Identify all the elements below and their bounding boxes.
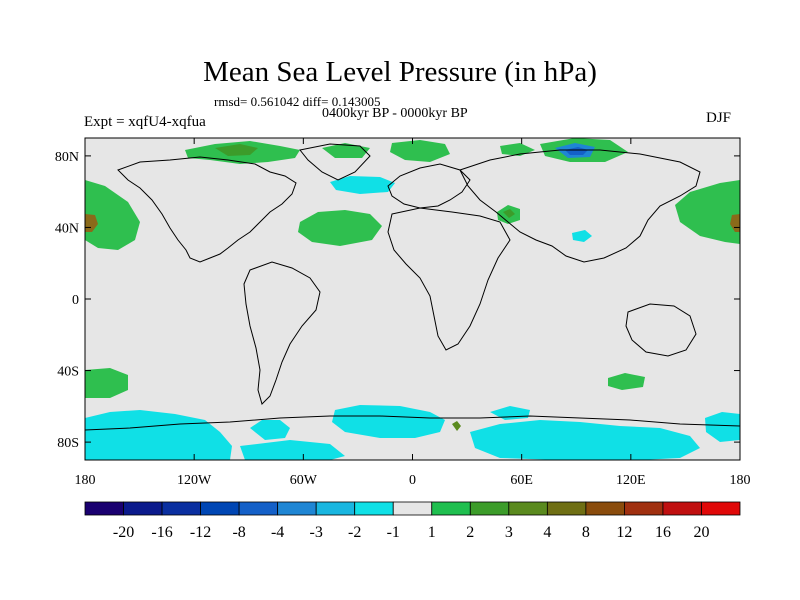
anomaly-positive-south-indian (608, 373, 645, 390)
colorbar-label: -1 (387, 524, 400, 541)
lat-tick-label: 40N (55, 221, 79, 236)
anomaly-negative-southern-ocean-west (85, 410, 232, 460)
anomaly-positive-arctic-darker (215, 144, 258, 156)
map-background-field (85, 138, 740, 460)
colorbar-swatch (277, 501, 317, 516)
coastlines (85, 143, 740, 431)
colorbar-swatch (123, 501, 163, 516)
colorbar-swatch (84, 501, 124, 516)
colorbar-swatch (624, 501, 664, 516)
experiment-label: Expt = xqfU4-xqfua (84, 114, 206, 130)
colorbar-label: -8 (232, 524, 245, 541)
coast-greenland (299, 143, 371, 181)
colorbar-label: 3 (505, 524, 513, 541)
colorbar-label: 8 (582, 524, 590, 541)
coast-australia (625, 303, 697, 357)
anomaly-positive-pacific-east (675, 180, 740, 244)
longitude-axis: 180 120W 60W 0 60E 120E 180 (75, 138, 751, 488)
colorbar-label: -2 (348, 524, 361, 541)
coast-asia (459, 149, 701, 263)
anomaly-negative-southern-ocean-east (705, 412, 740, 442)
coast-north-america (117, 156, 297, 263)
colorbar-label: 12 (616, 524, 632, 541)
period-subtitle: 0400kyr BP - 0000kyr BP (322, 106, 468, 121)
colorbar-label: 2 (466, 524, 474, 541)
coast-antarctica (85, 415, 740, 431)
colorbar-swatch (585, 501, 625, 516)
lon-tick-label: 120E (616, 473, 646, 488)
anomaly-negative-southern-ocean-central (250, 420, 290, 440)
lon-tick-label: 0 (409, 473, 416, 488)
lon-tick-label: 120W (177, 473, 212, 488)
colorbar-swatch (392, 501, 433, 516)
anomaly-negative-antarctic-interior (240, 440, 345, 460)
colorbar-swatch (662, 501, 702, 516)
colorbar-swatch (200, 501, 240, 516)
rmsd-diff-stats: rmsd= 0.561042 diff= 0.143005 (214, 94, 381, 109)
colorbar-swatch (354, 501, 394, 516)
coast-africa (387, 207, 511, 351)
anomaly-negative-asia (572, 230, 592, 242)
anomaly-positive-antarctic-spot (452, 421, 461, 431)
lat-tick-label: 80S (57, 436, 79, 451)
colorbar-swatch (238, 501, 279, 516)
anomaly-positive-south-pacific-west (85, 368, 128, 398)
colorbar-label: -16 (151, 524, 172, 541)
anomaly-negative-siberian-inner (565, 147, 588, 155)
coast-south-america (243, 261, 321, 405)
colorbar-swatch (161, 501, 201, 516)
colorbar-swatch (546, 501, 587, 516)
season-label: DJF (706, 110, 732, 126)
colorbar: -20 -16 -12 -8 -4 -3 -2 -1 1 2 3 4 8 12 16 20 (84, 501, 741, 541)
anomaly-positive-canadian-arctic (322, 143, 370, 158)
colorbar-swatch (508, 501, 548, 516)
colorbar-swatch (315, 501, 356, 516)
colorbar-label: 16 (655, 524, 671, 541)
colorbar-label: 4 (543, 524, 551, 541)
anomaly-negative-north-atlantic (330, 176, 395, 194)
colorbar-label: 1 (428, 524, 436, 541)
colorbar-label: -12 (190, 524, 211, 541)
anomaly-positive-mediterranean-core (503, 209, 515, 218)
anomaly-regions (85, 138, 740, 460)
anomaly-positive-barents (500, 143, 535, 156)
colorbar-label: -20 (113, 524, 134, 541)
lon-tick-label: 180 (730, 473, 751, 488)
anomaly-positive-pacific-west (85, 180, 140, 250)
lon-tick-label: 60W (290, 473, 318, 488)
lat-tick-label: 0 (72, 293, 79, 308)
anomaly-positive-greenland-sea (390, 140, 450, 162)
colorbar-label: -4 (271, 524, 284, 541)
lon-tick-label: 180 (75, 473, 96, 488)
colorbar-swatch (431, 501, 471, 516)
colorbar-label: -3 (310, 524, 323, 541)
lat-tick-label: 80N (55, 150, 79, 165)
colorbar-label: 20 (693, 524, 709, 541)
map-title: Mean Sea Level Pressure (in hPa) (203, 56, 597, 88)
anomaly-negative-southern-ocean-atlantic (332, 405, 445, 438)
lon-tick-label: 60E (510, 473, 533, 488)
lat-tick-label: 40S (57, 365, 79, 380)
coast-europe (387, 163, 471, 209)
anomaly-negative-southern-ocean-indian (470, 420, 700, 460)
latitude-axis: 80N 40N 0 40S 80S (55, 150, 740, 451)
colorbar-swatch (701, 501, 741, 516)
colorbar-swatch (469, 501, 510, 516)
anomaly-positive-central-atlantic (298, 210, 382, 246)
